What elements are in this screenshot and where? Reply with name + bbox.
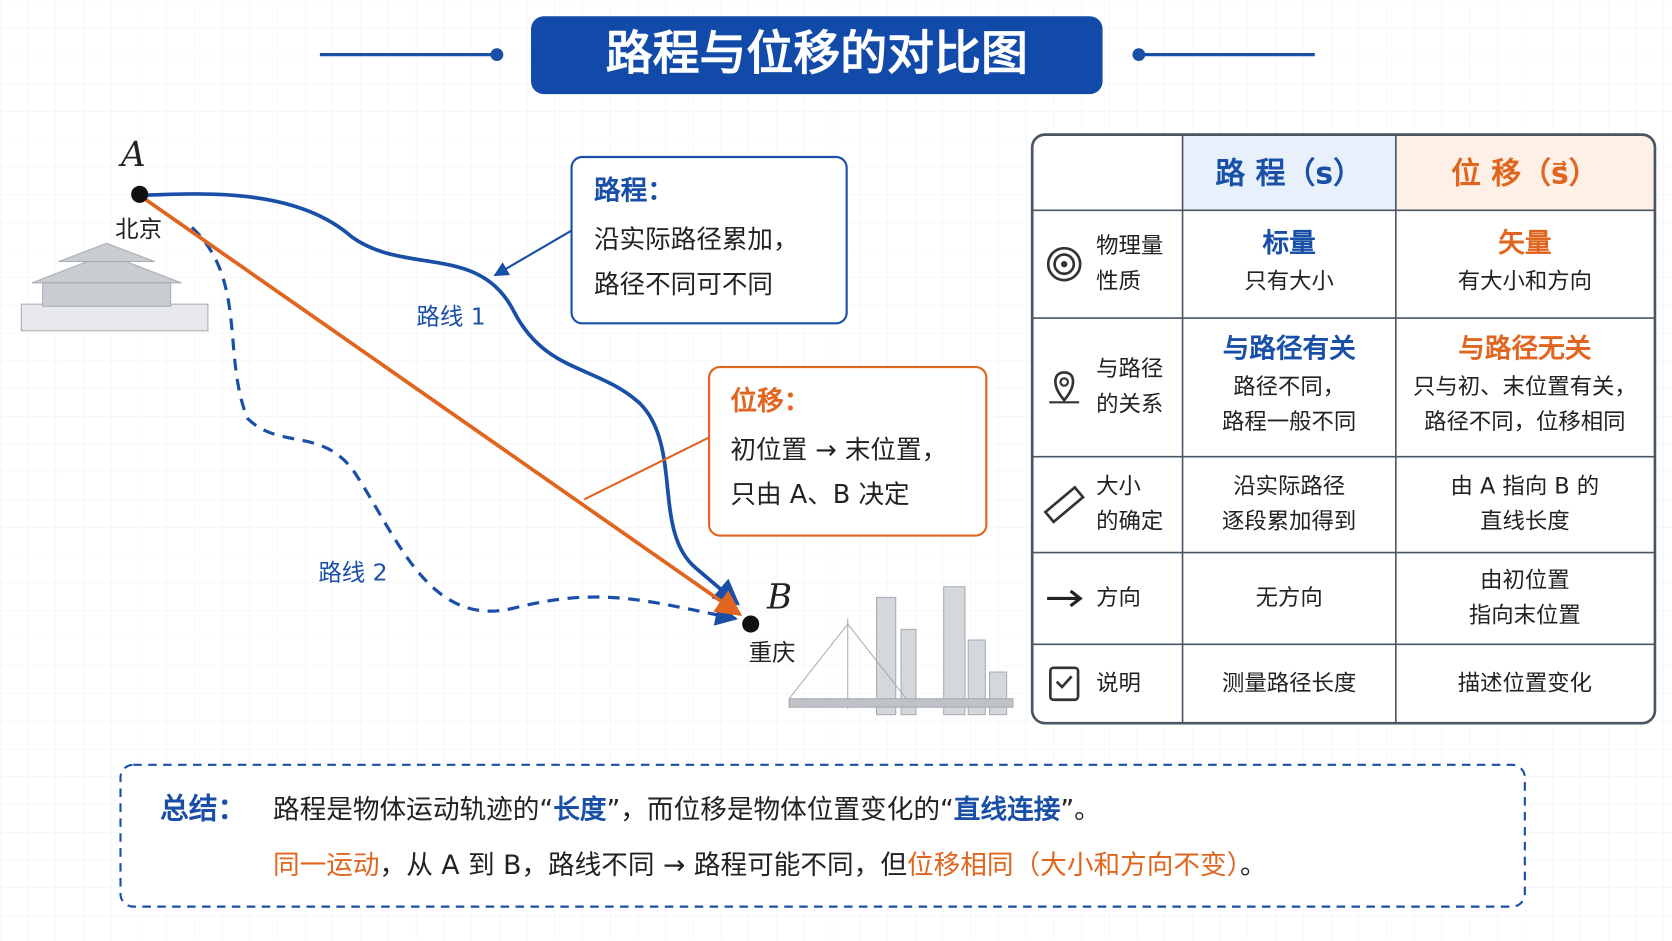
- icon-shape: [1048, 666, 1080, 702]
- icon-shape: [1059, 377, 1069, 387]
- header-cell: [1182, 135, 1396, 211]
- row-label: 与路径: [1096, 356, 1163, 382]
- point-b: [742, 615, 760, 633]
- icon-shape: [1046, 246, 1082, 282]
- header-cell: [1395, 135, 1654, 211]
- point-b-label: B: [766, 578, 792, 618]
- summary-text: ”，而位移是物体位置变化的“: [606, 794, 953, 825]
- row-icon: [1047, 589, 1083, 608]
- icon-shape: [1060, 260, 1068, 268]
- distance-callout: [570, 155, 848, 325]
- displacement-vector: [138, 193, 743, 616]
- title-dot: [490, 48, 504, 62]
- beijing-sketch: [20, 242, 209, 332]
- cell-text: 路径不同，: [1233, 374, 1345, 400]
- cell-text: 描述位置变化: [1458, 670, 1592, 696]
- table-border: [1030, 133, 1657, 725]
- column-header: 位 移（s⃗）: [1451, 157, 1599, 192]
- row-label: 大小: [1096, 474, 1141, 500]
- point-b-city: 重庆: [749, 638, 796, 666]
- callout-text: 路径不同可不同: [594, 270, 773, 300]
- callout-text: 初位置 → 末位置，: [730, 435, 947, 465]
- cell-heading: 与路径无关: [1458, 334, 1592, 365]
- title: 路程与位移的对比图: [606, 26, 1028, 81]
- cell-text: 直线长度: [1480, 509, 1570, 535]
- icon-shape: [1055, 675, 1073, 689]
- table-background: [1032, 134, 1655, 724]
- callout-heading: 位移：: [730, 386, 810, 417]
- cell-text: 测量路径长度: [1222, 670, 1356, 696]
- row-icon: [1043, 485, 1085, 524]
- cell-text: 逐段累加得到: [1222, 509, 1356, 535]
- row-icon: [1048, 666, 1080, 702]
- summary-line: 路程是物体运动轨迹的“长度”，而位移是物体位置变化的“直线连接”。: [273, 794, 1101, 825]
- column-header: 路 程（s）: [1215, 157, 1363, 192]
- chongqing-sketch: [788, 586, 1014, 716]
- displacement-callout: [708, 366, 988, 537]
- cell-text: 有大小和方向: [1458, 268, 1592, 294]
- cell-heading: 标量: [1263, 228, 1316, 259]
- row-label: 说明: [1096, 670, 1141, 696]
- summary-text: ，从 A 到 B，路线不同 → 路程可能不同，但: [380, 850, 907, 881]
- callout-pointer: [583, 436, 710, 501]
- icon-shape: [1054, 371, 1075, 403]
- callout-pointer: [493, 229, 573, 277]
- cell-text: 只有大小: [1244, 268, 1334, 294]
- route-1: [139, 192, 740, 606]
- summary-line: 同一运动，从 A 到 B，路线不同 → 路程可能不同，但位移相同（大小和方向不变…: [273, 850, 1267, 881]
- row-label: 方向: [1096, 585, 1141, 611]
- row-label: 的确定: [1096, 509, 1163, 535]
- icon-shape: [1047, 589, 1083, 608]
- cell-heading: 与路径有关: [1223, 334, 1357, 365]
- callout-text: 只由 A、B 决定: [730, 480, 909, 510]
- title-dot: [1132, 48, 1146, 62]
- callout-heading: 路程：: [594, 176, 674, 207]
- point-a-label: A: [118, 135, 146, 175]
- route-2: [190, 226, 738, 626]
- cell-text: 路程一般不同: [1222, 409, 1356, 435]
- summary-label: 总结：: [160, 792, 246, 826]
- point-a-city: 北京: [115, 215, 162, 243]
- title-banner: [531, 16, 1103, 95]
- summary-text: 。: [1240, 850, 1267, 881]
- row-icon: [1046, 246, 1082, 282]
- row-label: 物理量: [1096, 233, 1163, 259]
- icon-shape: [1053, 253, 1076, 276]
- row-icon: [1049, 371, 1080, 404]
- route-2-label: 路线 2: [318, 558, 387, 586]
- cell-text: 指向末位置: [1469, 603, 1581, 629]
- cell-text: 路径不同，位移相同: [1424, 409, 1625, 435]
- summary-highlight: 长度: [553, 794, 607, 825]
- summary-text: 路程是物体运动轨迹的“: [273, 794, 553, 825]
- summary-highlight: 位移相同（大小和方向不变）: [907, 850, 1240, 881]
- callout-text: 沿实际路径累加，: [594, 225, 799, 255]
- icon-shape: [1043, 485, 1085, 524]
- cell-text: 由初位置: [1480, 567, 1570, 593]
- cell-heading: 矢量: [1498, 228, 1551, 259]
- summary-box: [119, 763, 1526, 908]
- route-1-label: 路线 1: [416, 303, 485, 331]
- summary-text: ”。: [1060, 794, 1100, 825]
- cell-text: 沿实际路径: [1233, 474, 1345, 500]
- cell-text: 无方向: [1256, 585, 1323, 611]
- summary-highlight: 同一运动: [273, 850, 380, 881]
- summary-highlight: 直线连接: [954, 794, 1061, 825]
- row-label: 性质: [1096, 268, 1141, 294]
- row-label: 的关系: [1096, 391, 1163, 417]
- cell-text: 由 A 指向 B 的: [1451, 474, 1600, 500]
- point-a: [131, 185, 149, 203]
- cell-text: 只与初、末位置有关，: [1413, 374, 1637, 400]
